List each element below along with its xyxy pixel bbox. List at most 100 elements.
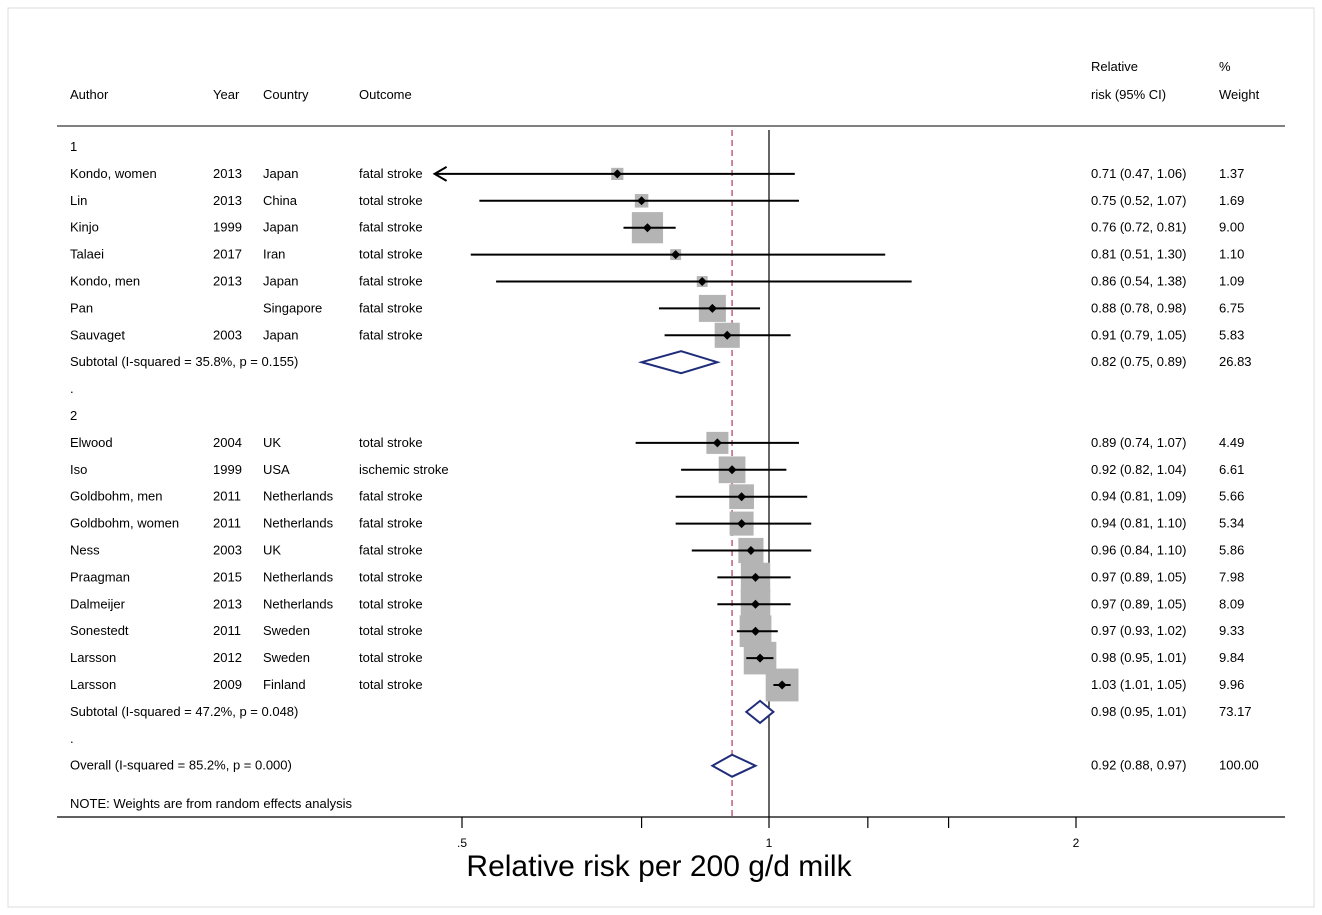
point-estimate: [671, 250, 681, 260]
study-weight: 5.83: [1219, 327, 1244, 342]
study-author: Ness: [70, 543, 100, 558]
study-author: Praagman: [70, 569, 130, 584]
spacer-dot: .: [70, 381, 74, 396]
study-ci: 0.81 (0.51, 1.30): [1091, 247, 1186, 262]
study-weight: 5.34: [1219, 516, 1244, 531]
point-estimate: [697, 277, 707, 286]
subtotal-ci: 0.82 (0.75, 0.89): [1091, 354, 1186, 369]
study-author: Sauvaget: [70, 327, 125, 342]
study-author: Goldbohm, women: [70, 516, 179, 531]
study-country: Netherlands: [263, 489, 334, 504]
point-estimate: [737, 492, 747, 502]
study-country: Finland: [263, 677, 306, 692]
study-year: 1999: [213, 462, 242, 477]
study-country: UK: [263, 435, 281, 450]
study-country: Netherlands: [263, 569, 334, 584]
header-weight-line1: %: [1219, 59, 1231, 74]
subtotal-weight: 73.17: [1219, 704, 1252, 719]
study-year: 2012: [213, 650, 242, 665]
study-year: 2011: [213, 516, 241, 531]
study-author: Kinjo: [70, 220, 99, 235]
point-estimate: [737, 519, 747, 529]
study-weight: 6.61: [1219, 462, 1244, 477]
study-outcome: total stroke: [359, 623, 423, 638]
study-country: Japan: [263, 166, 298, 181]
study-outcome: fatal stroke: [359, 543, 423, 558]
study-weight: 8.09: [1219, 596, 1244, 611]
point-estimate: [755, 653, 765, 663]
x-axis-ticks: .5 1 2: [457, 817, 1080, 850]
study-author: Goldbohm, men: [70, 489, 163, 504]
study-ci: 0.75 (0.52, 1.07): [1091, 193, 1186, 208]
study-weight: 9.33: [1219, 623, 1244, 638]
study-weight: 1.37: [1219, 166, 1244, 181]
subtotal-ci: 0.98 (0.95, 1.01): [1091, 704, 1186, 719]
study-year: 2003: [213, 327, 242, 342]
rows-layer: 1 Kondo, women 2013 Japan fatal stroke 0.71 (…: [70, 139, 1259, 773]
point-estimate: [746, 546, 756, 555]
study-weight: 5.86: [1219, 543, 1244, 558]
header-country: Country: [263, 87, 309, 102]
study-author: Sonestedt: [70, 623, 129, 638]
study-weight: 1.10: [1219, 247, 1244, 262]
study-year: 2013: [213, 274, 242, 289]
study-year: 2011: [213, 623, 241, 638]
study-year: 2013: [213, 596, 242, 611]
study-author: Kondo, men: [70, 274, 140, 289]
study-ci: 0.88 (0.78, 0.98): [1091, 300, 1186, 315]
study-weight: 5.66: [1219, 489, 1244, 504]
study-outcome: total stroke: [359, 569, 423, 584]
point-estimate: [712, 438, 722, 448]
subtotal-weight: 26.83: [1219, 354, 1252, 369]
study-ci: 0.76 (0.72, 0.81): [1091, 220, 1186, 235]
study-country: Sweden: [263, 623, 310, 638]
point-estimate: [751, 572, 761, 582]
point-estimate: [612, 169, 622, 179]
study-ci: 0.92 (0.82, 1.04): [1091, 462, 1186, 477]
overall-weight: 100.00: [1219, 758, 1259, 773]
study-weight: 4.49: [1219, 435, 1244, 450]
study-year: 2009: [213, 677, 242, 692]
study-year: 2003: [213, 543, 242, 558]
header-outcome: Outcome: [359, 87, 412, 102]
study-outcome: fatal stroke: [359, 516, 423, 531]
header-rr-line2: risk (95% CI): [1091, 87, 1166, 102]
point-estimate: [707, 303, 717, 313]
point-estimate: [642, 223, 652, 233]
study-author: Talaei: [70, 247, 104, 262]
subtotal-diamond: [744, 699, 775, 725]
study-outcome: fatal stroke: [359, 274, 423, 289]
spacer-dot: .: [70, 731, 74, 746]
study-outcome: fatal stroke: [359, 489, 423, 504]
study-weight: 9.00: [1219, 220, 1244, 235]
study-weight: 1.09: [1219, 274, 1244, 289]
study-weight: 1.69: [1219, 193, 1244, 208]
subtotal-label: Subtotal (I-squared = 35.8%, p = 0.155): [70, 354, 298, 369]
study-ci: 0.86 (0.54, 1.38): [1091, 274, 1186, 289]
study-country: USA: [263, 462, 290, 477]
study-year: 2013: [213, 166, 242, 181]
study-weight: 9.96: [1219, 677, 1244, 692]
point-estimate: [722, 330, 732, 340]
group-label: 1: [70, 139, 77, 154]
study-year: 2013: [213, 193, 242, 208]
point-estimate: [751, 626, 761, 636]
study-author: Larsson: [70, 650, 116, 665]
subtotal-label: Subtotal (I-squared = 47.2%, p = 0.048): [70, 704, 298, 719]
study-weight: 7.98: [1219, 569, 1244, 584]
study-ci: 0.98 (0.95, 1.01): [1091, 650, 1186, 665]
study-ci: 0.89 (0.74, 1.07): [1091, 435, 1186, 450]
subtotal-diamond: [637, 350, 721, 375]
study-country: Singapore: [263, 300, 322, 315]
header-weight-line2: Weight: [1219, 87, 1260, 102]
study-ci: 0.97 (0.89, 1.05): [1091, 596, 1186, 611]
study-author: Larsson: [70, 677, 116, 692]
plot-layer: [432, 130, 912, 817]
study-outcome: ischemic stroke: [359, 462, 449, 477]
study-ci: 0.97 (0.93, 1.02): [1091, 623, 1186, 638]
x-tick-label: 2: [1073, 836, 1080, 850]
study-author: Kondo, women: [70, 166, 157, 181]
study-outcome: total stroke: [359, 596, 423, 611]
outer-border: [7, 7, 1315, 908]
